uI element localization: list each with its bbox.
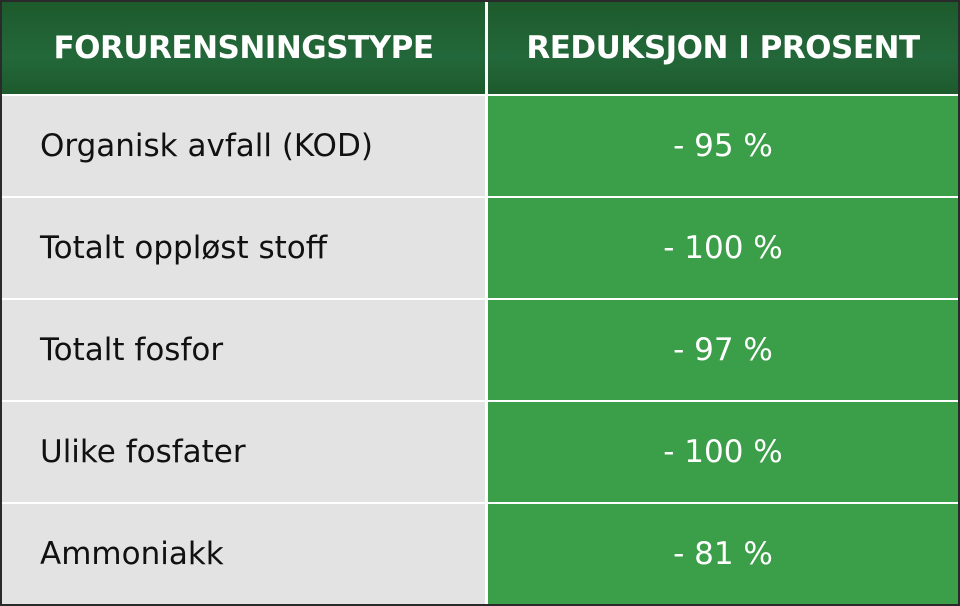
reduction-cell: - 97 % [488,300,958,400]
header-cell: REDUKSJON I PROSENT [488,2,958,94]
header-cell: FORURENSNINGSTYPE [2,2,485,94]
reduction-cell: - 100 % [488,402,958,502]
reduction-cell: - 81 % [488,504,958,604]
type-cell: Ammoniakk [2,504,485,604]
type-cell: Totalt fosfor [2,300,485,400]
reduction-cell: - 100 % [488,198,958,298]
type-cell: Organisk avfall (KOD) [2,96,485,196]
type-cell: Totalt oppløst stoff [2,198,485,298]
type-cell: Ulike fosfater [2,402,485,502]
reduction-cell: - 95 % [488,96,958,196]
